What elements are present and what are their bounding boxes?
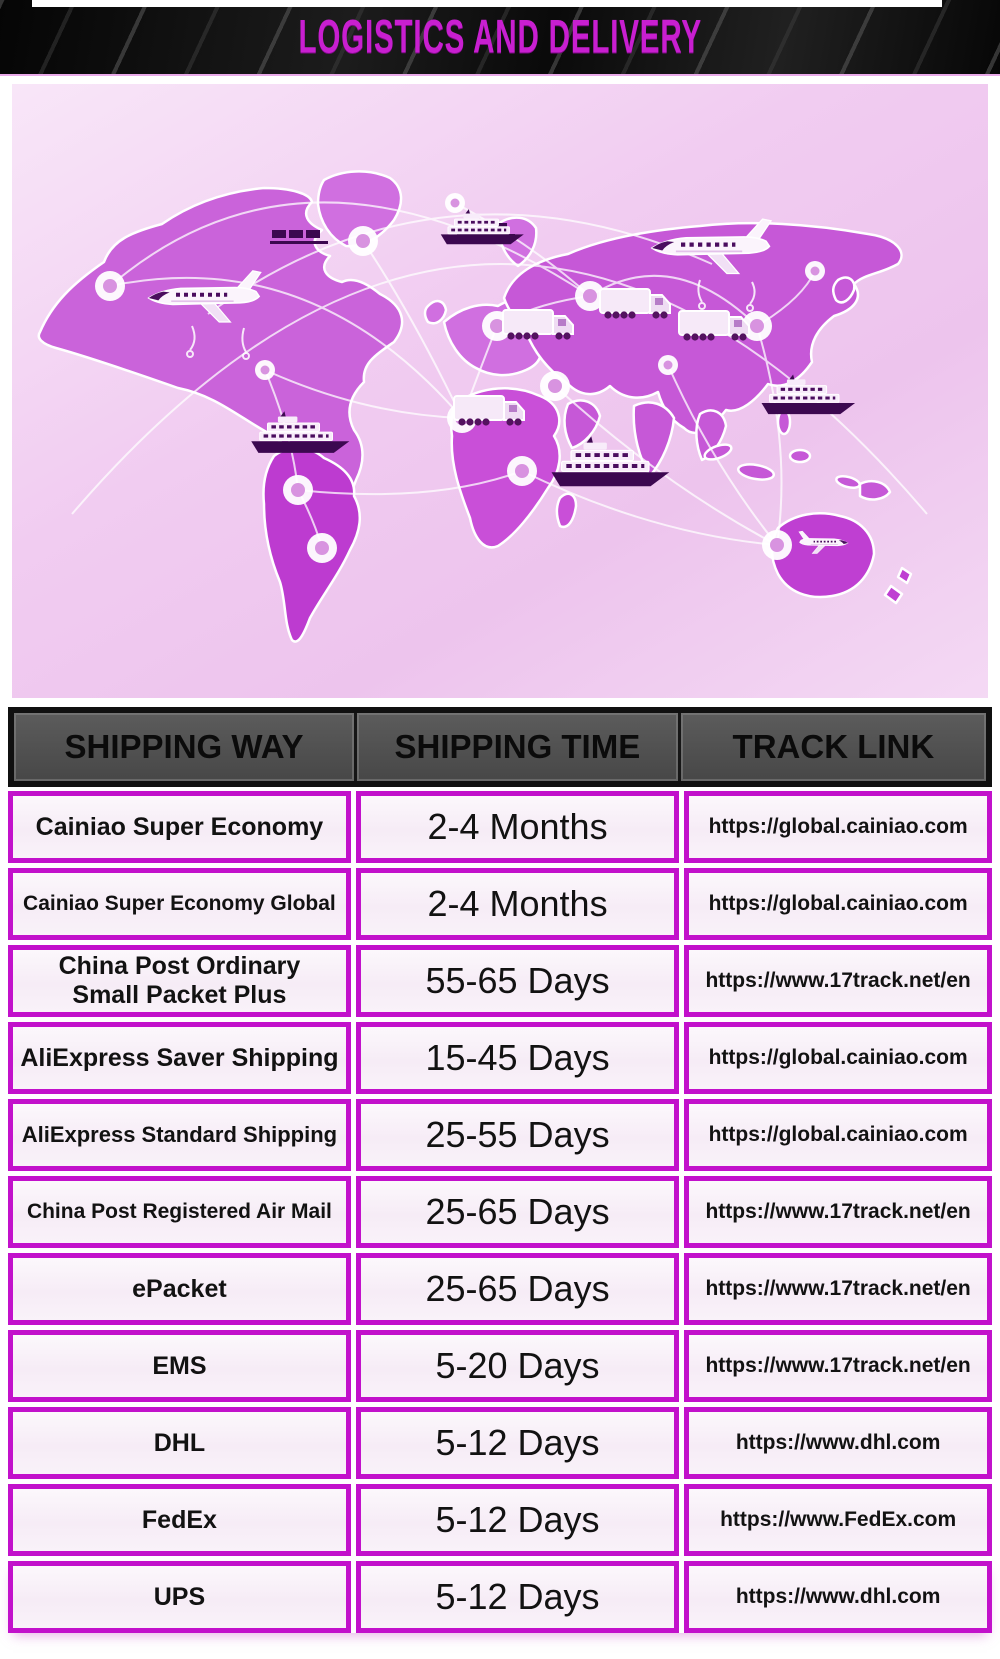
shipping-way-cell: FedEx xyxy=(8,1484,351,1556)
india-shape xyxy=(632,401,676,478)
track-link-text: https://global.cainiao.com xyxy=(708,892,968,915)
shipping-table-header: SHIPPING WAY SHIPPING TIME TRACK LINK xyxy=(8,707,992,787)
track-link-cell: https://www.17track.net/en xyxy=(684,1176,992,1248)
africa-shape xyxy=(450,387,561,549)
track-link-text: https://www.17track.net/en xyxy=(705,1200,971,1223)
table-row: AliExpress Standard Shipping 25-55 Days … xyxy=(8,1099,992,1171)
shipping-way-cell: China Post Ordinary Small Packet Plus xyxy=(8,945,351,1017)
table-row: UPS 5-12 Days https://www.dhl.com xyxy=(8,1561,992,1633)
track-link-text: https://global.cainiao.com xyxy=(708,1123,968,1146)
shipping-way-cell: China Post Registered Air Mail xyxy=(8,1176,351,1248)
island-shape xyxy=(835,475,861,489)
network-node-icon xyxy=(658,355,678,375)
world-map-illustration xyxy=(12,84,988,698)
shipping-table: SHIPPING WAY SHIPPING TIME TRACK LINK Ca… xyxy=(8,707,992,1633)
shipping-time-cell: 5-12 Days xyxy=(355,1561,680,1633)
track-link-text: https://www.dhl.com xyxy=(735,1585,941,1608)
track-link-text: https://www.17track.net/en xyxy=(705,1277,971,1300)
world-map-svg xyxy=(37,170,928,643)
network-node-icon xyxy=(762,530,792,560)
table-row: Cainiao Super Economy Global 2-4 Months … xyxy=(8,868,992,940)
shipping-way-cell: EMS xyxy=(8,1330,351,1402)
track-link-text: https://www.17track.net/en xyxy=(705,969,971,992)
track-link-text: https://www.17track.net/en xyxy=(705,1354,971,1377)
shipping-way-cell: ePacket xyxy=(8,1253,351,1325)
network-node-icon xyxy=(445,193,465,213)
network-node-icon xyxy=(507,456,537,486)
network-node-icon xyxy=(540,371,570,401)
madagascar-shape xyxy=(555,492,578,529)
header-banner: LOGISTICS AND DELIVERY xyxy=(0,0,1000,76)
track-link-cell: https://global.cainiao.com xyxy=(684,868,992,940)
new-guinea-shape xyxy=(858,480,892,501)
network-node-icon xyxy=(307,533,337,563)
plane-hooks xyxy=(186,279,756,360)
track-link-text: https://www.FedEx.com xyxy=(720,1508,957,1531)
page-title: LOGISTICS AND DELIVERY xyxy=(298,10,702,63)
network-node-icon xyxy=(805,261,825,281)
shipping-way-cell: AliExpress Standard Shipping xyxy=(8,1099,351,1171)
shipping-time-cell: 5-12 Days xyxy=(355,1407,680,1479)
shipping-time-cell: 2-4 Months xyxy=(355,791,680,863)
network-node-icon xyxy=(348,226,378,256)
track-link-cell: https://www.dhl.com xyxy=(684,1561,992,1633)
shipping-time-cell: 5-12 Days xyxy=(355,1484,680,1556)
shipping-time-cell: 25-65 Days xyxy=(355,1253,680,1325)
table-row: FedEx 5-12 Days https://www.FedEx.com xyxy=(8,1484,992,1556)
island-shape xyxy=(736,463,776,481)
network-node-icon xyxy=(255,360,275,380)
column-header-shipping-way: SHIPPING WAY xyxy=(14,713,355,781)
shipping-way-cell: Cainiao Super Economy xyxy=(8,791,351,863)
table-row: China Post Registered Air Mail 25-65 Day… xyxy=(8,1176,992,1248)
shipping-time-cell: 55-65 Days xyxy=(355,945,680,1017)
table-row: AliExpress Saver Shipping 15-45 Days htt… xyxy=(8,1022,992,1094)
track-link-cell: https://www.dhl.com xyxy=(684,1407,992,1479)
track-link-cell: https://www.17track.net/en xyxy=(684,1330,992,1402)
track-link-cell: https://www.17track.net/en xyxy=(684,945,992,1017)
track-link-cell: https://www.17track.net/en xyxy=(684,1253,992,1325)
network-node-icon xyxy=(283,475,313,505)
shipping-time-cell: 15-45 Days xyxy=(355,1022,680,1094)
new-zealand-shape xyxy=(896,566,913,585)
table-row: Cainiao Super Economy 2-4 Months https:/… xyxy=(8,791,992,863)
table-row: DHL 5-12 Days https://www.dhl.com xyxy=(8,1407,992,1479)
table-row: EMS 5-20 Days https://www.17track.net/en xyxy=(8,1330,992,1402)
new-zealand-shape xyxy=(883,584,904,605)
shipping-time-cell: 25-55 Days xyxy=(355,1099,680,1171)
uk-shape xyxy=(423,299,448,325)
track-link-cell: https://global.cainiao.com xyxy=(684,791,992,863)
track-link-cell: https://global.cainiao.com xyxy=(684,1099,992,1171)
japan-shape xyxy=(832,276,856,304)
island-shape xyxy=(703,443,733,461)
shipping-time-cell: 2-4 Months xyxy=(355,868,680,940)
arabia-shape xyxy=(563,399,602,450)
shipping-table-body: Cainiao Super Economy 2-4 Months https:/… xyxy=(8,791,992,1633)
track-link-text: https://www.dhl.com xyxy=(735,1431,941,1454)
route-arcs xyxy=(71,201,928,549)
shipping-way-cell: AliExpress Saver Shipping xyxy=(8,1022,351,1094)
table-row: ePacket 25-65 Days https://www.17track.n… xyxy=(8,1253,992,1325)
table-row: China Post Ordinary Small Packet Plus 55… xyxy=(8,945,992,1017)
shipping-way-cell: UPS xyxy=(8,1561,351,1633)
track-link-cell: https://www.FedEx.com xyxy=(684,1484,992,1556)
track-link-text: https://global.cainiao.com xyxy=(708,1046,968,1069)
island-shape xyxy=(788,448,812,464)
shipping-time-cell: 25-65 Days xyxy=(355,1176,680,1248)
track-link-text: https://global.cainiao.com xyxy=(708,815,968,838)
column-header-shipping-time: SHIPPING TIME xyxy=(354,713,678,781)
cargo-train-icon xyxy=(270,230,328,244)
track-link-cell: https://global.cainiao.com xyxy=(684,1022,992,1094)
banner-top-white-strip xyxy=(32,0,942,7)
australia-shape xyxy=(770,512,876,599)
shipping-way-cell: Cainiao Super Economy Global xyxy=(8,868,351,940)
shipping-way-cell: DHL xyxy=(8,1407,351,1479)
network-node-icon xyxy=(95,271,125,301)
column-header-track-link: TRACK LINK xyxy=(677,713,986,781)
shipping-time-cell: 5-20 Days xyxy=(355,1330,680,1402)
